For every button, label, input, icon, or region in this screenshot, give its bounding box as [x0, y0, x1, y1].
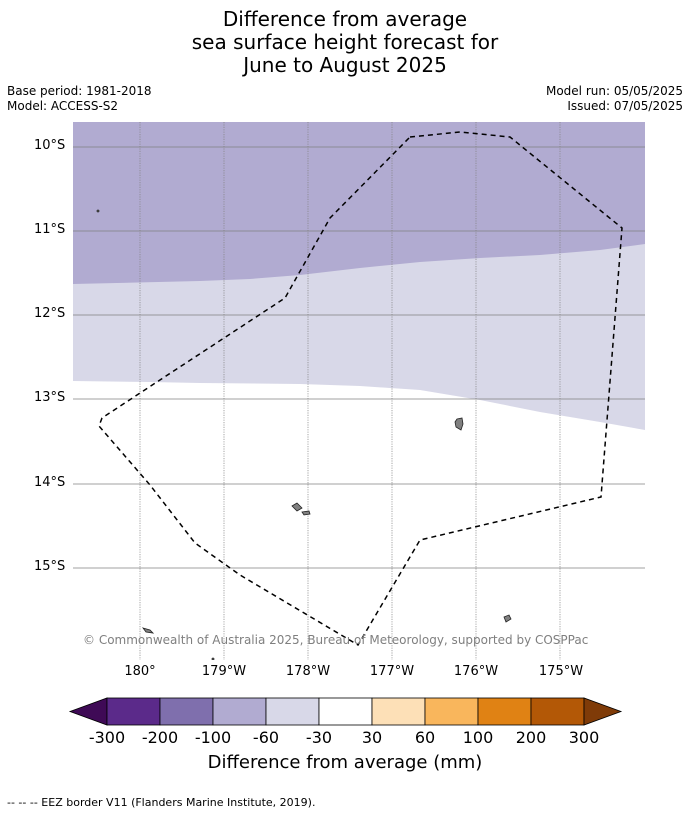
colorbar-seg-3 — [212, 697, 267, 726]
colorbar-tick-1: -300 — [88, 728, 126, 747]
model-run: Model run: 05/05/2025 — [545, 84, 683, 98]
colorbar-seg-7 — [424, 697, 479, 726]
colorbar-tick-3: -100 — [194, 728, 232, 747]
island-southeast — [503, 614, 512, 623]
lat-label-15s: 15°S — [34, 559, 66, 574]
colorbar-tick-9: 200 — [515, 728, 547, 747]
colorbar-seg-2 — [159, 697, 214, 726]
title-line-2: sea surface height forecast for — [191, 30, 499, 54]
colorbar-seg-8 — [477, 697, 532, 726]
lon-gridlines — [139, 122, 561, 660]
colorbar-extend-max — [583, 697, 623, 726]
islands — [96, 209, 512, 660]
eez-border — [98, 131, 623, 647]
colorbar-seg-1 — [106, 697, 161, 726]
colorbar-tick-7: 60 — [414, 728, 436, 747]
lat-label-14s: 14°S — [34, 475, 66, 490]
map-title: Difference from average sea surface heig… — [0, 8, 690, 77]
lon-label-176w: 176°W — [453, 664, 499, 679]
islet-north — [96, 209, 100, 213]
lat-gridlines — [73, 146, 645, 569]
island-central-b — [301, 510, 311, 516]
issued-date: Issued: 07/05/2025 — [567, 99, 683, 113]
colorbar-extend-min — [68, 697, 108, 726]
colorbar-tick-5: -30 — [305, 728, 333, 747]
meta-left: Base period: 1981-2018 Model: ACCESS-S2 — [7, 84, 152, 114]
colorbar-seg-6 — [371, 697, 426, 726]
lon-label-178w: 178°W — [285, 664, 331, 679]
lon-label-175w: 175°W — [538, 664, 584, 679]
copyright-notice: © Commonwealth of Australia 2025, Bureau… — [83, 633, 589, 647]
colorbar — [68, 697, 623, 726]
island-central-a — [291, 502, 303, 512]
island-east — [454, 417, 464, 431]
island-southwest — [141, 627, 155, 634]
lon-label-177w: 177°W — [369, 664, 415, 679]
band-medium-lavender — [73, 122, 645, 284]
islet-south — [211, 657, 215, 660]
colorbar-tick-6: 30 — [361, 728, 383, 747]
lon-label-179w: 179°W — [201, 664, 247, 679]
lat-label-13s: 13°S — [34, 390, 66, 405]
colorbar-label: Difference from average (mm) — [207, 752, 483, 773]
lat-label-11s: 11°S — [34, 222, 66, 237]
colorbar-tick-8: 100 — [462, 728, 494, 747]
colorbar-seg-4 — [265, 697, 320, 726]
colorbar-tick-2: -200 — [141, 728, 179, 747]
meta-right: Model run: 05/05/2025 Issued: 07/05/2025 — [546, 84, 683, 114]
colorbar-seg-9 — [530, 697, 585, 726]
colorbar-tick-4: -60 — [252, 728, 280, 747]
model-name: Model: ACCESS-S2 — [7, 99, 119, 113]
eez-legend-note: -- -- -- EEZ border V11 (Flanders Marine… — [7, 796, 316, 809]
lat-label-12s: 12°S — [34, 306, 66, 321]
base-period: Base period: 1981-2018 — [7, 84, 152, 98]
lat-label-10s: 10°S — [34, 138, 66, 153]
lon-label-180: 180° — [124, 664, 156, 679]
colorbar-seg-5 — [318, 697, 373, 726]
title-line-3: June to August 2025 — [243, 53, 447, 77]
title-line-1: Difference from average — [222, 7, 468, 31]
colorbar-tick-10: 300 — [568, 728, 600, 747]
